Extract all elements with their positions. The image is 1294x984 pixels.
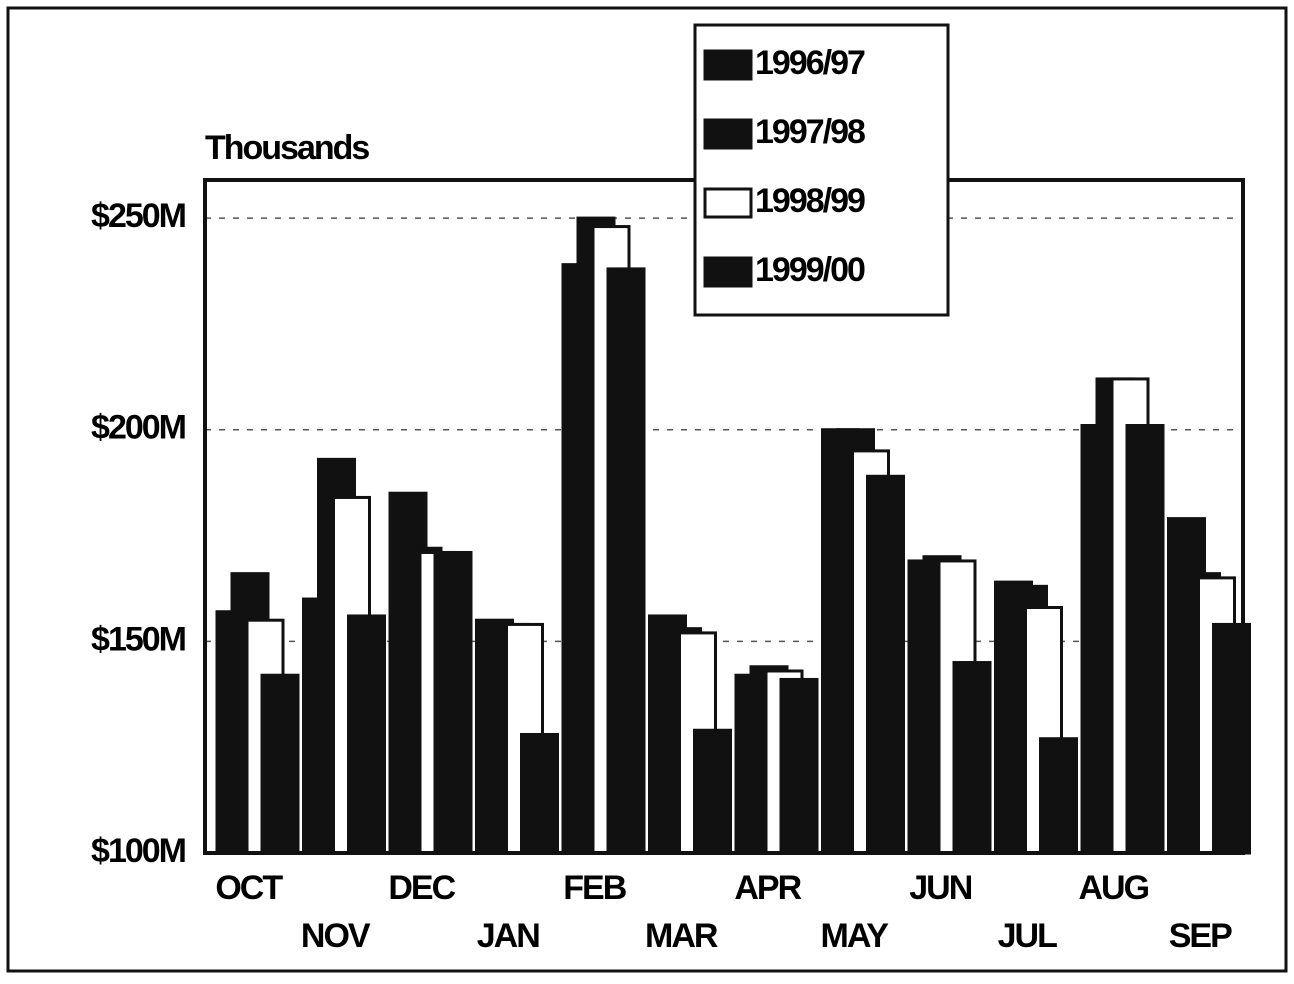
x-tick-label: FEB [563,869,626,907]
x-tick-label: OCT [215,869,283,907]
legend-swatch [703,187,753,219]
y-tick-label: $200M [91,409,186,447]
bar [1039,737,1078,855]
bar [260,673,300,855]
y-tick-label: $150M [91,620,186,658]
legend-label: 1996/97 [755,44,865,82]
bar [779,677,819,855]
x-tick-label: MAR [645,917,718,955]
x-tick-label: SEP [1169,917,1232,955]
x-tick-label: JUN [909,869,971,907]
x-tick-label: APR [734,869,801,907]
bar [866,474,905,855]
x-tick-label: JUL [998,917,1057,955]
bar [1125,423,1165,855]
bar [952,661,992,855]
x-tick-label: DEC [388,869,455,907]
bar [347,614,386,855]
legend-swatch [703,49,753,81]
bar [606,267,646,855]
legend-label: 1999/00 [755,251,865,289]
x-tick-label: MAY [821,917,890,955]
x-tick-label: NOV [301,917,371,955]
bar [693,728,732,855]
legend-swatch [703,256,753,288]
legend-label: 1998/99 [755,182,865,220]
legend-label: 1997/98 [755,113,865,151]
y-tick-label: $100M [91,832,186,870]
legend-swatch [703,118,753,150]
x-tick-label: JAN [477,917,539,955]
y-axis-label: Thousands [205,129,369,167]
bar [520,732,559,855]
frame [6,6,1288,973]
bar [433,550,473,855]
y-tick-label: $250M [91,197,186,235]
x-tick-label: AUG [1078,869,1148,907]
legend: 1996/97 1997/98 1998/99 1999/00 [693,23,950,317]
